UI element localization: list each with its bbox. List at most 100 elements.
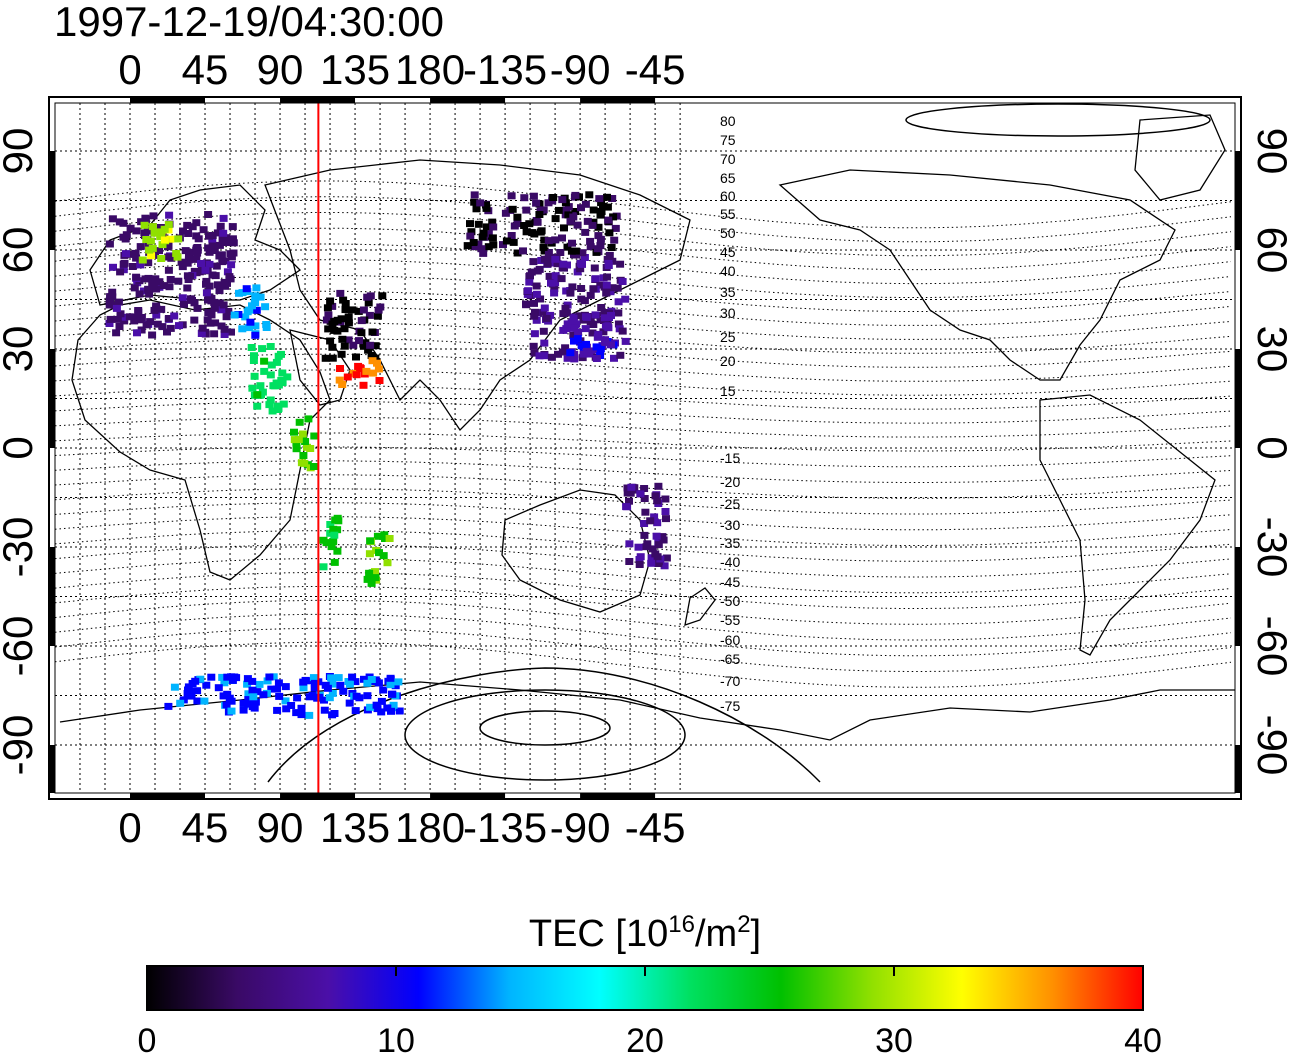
tec-cell-north-america [532,316,541,324]
tec-cell-north-america [540,339,549,347]
tec-cell-europe [130,317,139,325]
tec-cell-india [266,371,275,379]
tec-cell-antarctic [363,692,372,700]
coastlines [59,114,1235,741]
tec-cell-north-america [570,355,579,363]
tec-cell-scandinavia [157,255,166,262]
tec-cell-canada-arctic [539,206,548,214]
tec-cell-europe [195,268,204,276]
tec-cell-europe [208,242,217,250]
tec-cell-europe [135,290,144,298]
magnetic-latitude-label: -75 [720,698,740,714]
tec-cell-europe [152,311,161,319]
tec-cell-us-east [577,342,586,350]
tec-cell-south-america [625,558,634,565]
tec-cell-europe [190,299,199,307]
tec-cell-europe [204,244,213,252]
tec-cell-canada-arctic [489,241,498,249]
tec-cell-north-america [618,278,627,285]
frame-tick-bottom [130,793,205,799]
tec-cell-europe [217,306,226,314]
tec-cell-japan-south [354,362,363,370]
tec-cell-europe [220,325,229,333]
tec-cell-canada-arctic [507,192,516,200]
tec-cell-europe [166,324,175,332]
magnetic-latitude-label: -45 [720,574,740,590]
tec-cell-europe [115,323,124,330]
tec-cell-india [258,345,267,353]
tec-cell-europe [164,253,173,261]
tec-cell-antarctic [176,699,185,707]
tec-cell-central-asia [261,303,270,311]
tec-cell-north-america [533,267,542,275]
tec-cell-antarctic [394,678,403,686]
tec-cell-north-america [551,255,560,263]
tec-cell-canada-arctic [477,245,486,253]
bottom-longitude-ticks: 0 45 90 135 180-135 -90 -45 [118,804,685,851]
tec-cell-india [266,343,275,350]
magnetic-latitude-line [54,516,1232,546]
top-longitude-tick: 135 [320,46,390,93]
tec-cell-europe [219,214,228,222]
tec-cell-north-america [575,312,584,320]
tec-cell-north-america [590,264,599,272]
tec-cell-canada-arctic [508,205,517,213]
tec-cell-europe [120,259,129,267]
tec-cell-australia-west [326,521,335,528]
tec-cell-europe [159,282,168,290]
tec-cell-north-america [527,268,536,276]
tec-cell-europe [155,247,163,255]
tec-cell-europe [137,326,146,334]
tec-cell-europe [109,263,117,271]
magnetic-latitude-line [54,180,1232,229]
tec-cell-canada-arctic [589,206,598,214]
tec-cell-north-america [558,348,567,356]
right-latitude-ticks: 90 60 30 0 -30 -60 -90 [1249,128,1292,776]
tec-cell-us-east [585,350,594,358]
magnetic-latitude-label: 35 [720,284,736,300]
tec-cell-japan-south [369,369,378,377]
tec-cell-north-america [532,290,541,298]
tec-cell-antarctic [334,674,343,682]
tec-cell-europe [178,263,187,271]
tec-cell-canada-arctic [544,237,553,245]
tec-cell-india [271,382,280,390]
tec-cell-southeast-asia [295,418,304,426]
tec-cell-east-asia [359,306,368,314]
tec-cell-europe [170,312,179,320]
tec-cell-europe [144,242,153,250]
tec-cell-canada-arctic [596,235,605,243]
colorbar-tick-label: 20 [626,1022,664,1057]
tec-cell-antarctic [379,686,388,694]
south-pole-oval-inner [479,710,611,746]
tec-cell-europe [207,311,216,319]
tec-cell-japan-south [336,365,344,372]
tec-cell-east-asia [324,325,333,333]
tec-cell-europe [227,261,236,269]
tec-cell-antarctic [395,707,404,715]
tec-cell-japan-south [359,381,368,389]
tec-cell-southeast-asia [290,436,299,444]
tec-cell-southeast-asia [310,432,319,440]
south-pole-oval-outer [404,689,686,781]
tec-cell-europe [166,276,175,283]
tec-cell-east-asia [363,293,372,301]
tec-cell-canada-arctic [525,220,534,228]
tec-cell-europe [215,241,224,249]
magnetic-latitude-label: 65 [720,170,736,186]
tec-cell-canada-arctic [604,216,613,224]
tec-cell-europe [216,222,225,230]
tec-cell-europe [116,268,125,276]
tec-cell-japan-south [335,376,344,384]
tec-cell-south-america [626,489,635,497]
tec-cell-south-america [640,485,649,492]
tec-cell-canada-arctic [513,249,522,257]
tec-cell-east-asia [355,337,363,345]
magnetic-latitude-label: -50 [720,593,740,609]
tec-cell-antarctic [239,706,248,714]
tec-cell-us-east [582,313,591,321]
tec-cell-india [250,352,258,360]
tec-cell-central-asia [243,308,252,316]
tec-cell-east-asia [344,313,353,321]
tec-cell-antarctic [275,692,284,700]
